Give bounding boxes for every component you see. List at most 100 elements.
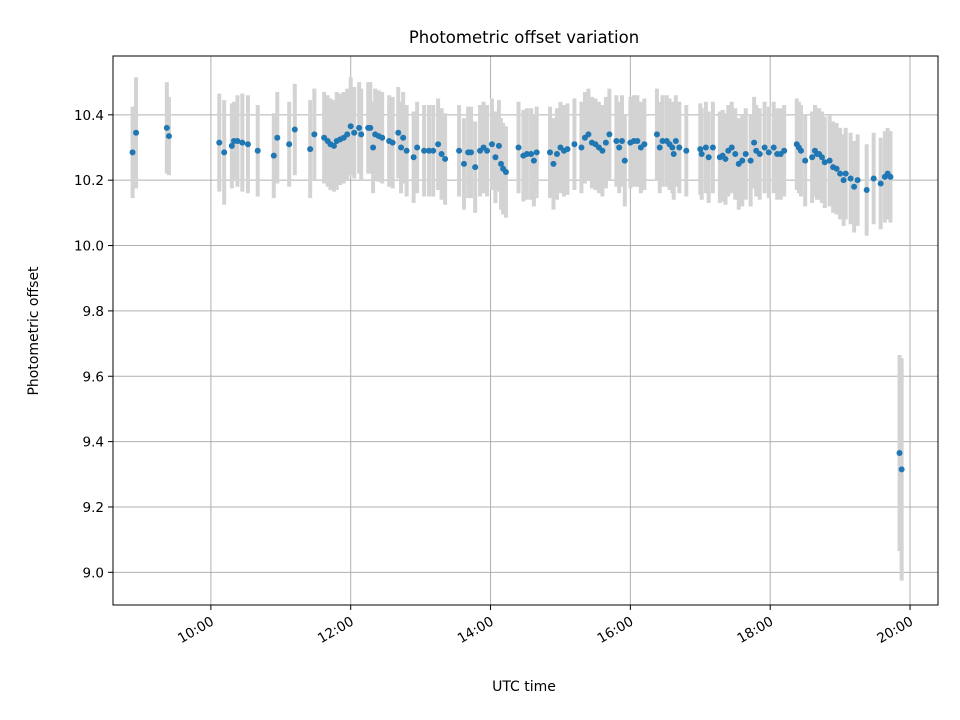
data-point xyxy=(270,152,277,159)
data-point xyxy=(747,157,754,164)
data-point xyxy=(854,177,861,184)
data-point xyxy=(239,139,246,146)
data-point xyxy=(826,157,833,164)
y-tick-label: 10.0 xyxy=(74,239,104,255)
data-point xyxy=(797,147,804,154)
data-point xyxy=(244,141,251,148)
data-point xyxy=(659,137,666,144)
data-point xyxy=(877,180,884,187)
data-point xyxy=(578,144,585,151)
data-point xyxy=(709,144,716,151)
data-point xyxy=(770,144,777,151)
data-point xyxy=(442,155,449,162)
data-point xyxy=(488,141,495,148)
data-point xyxy=(502,169,509,176)
data-point xyxy=(495,142,502,149)
data-point xyxy=(722,155,729,162)
data-point xyxy=(165,133,172,140)
y-axis-label: Photometric offset xyxy=(26,266,42,396)
point-layer xyxy=(129,123,905,473)
chart-title: Photometric offset variation xyxy=(409,28,639,47)
data-point xyxy=(254,147,261,154)
data-point xyxy=(546,149,553,156)
data-point xyxy=(356,124,363,131)
data-point xyxy=(898,466,905,473)
data-point xyxy=(467,149,474,156)
data-point xyxy=(751,139,758,146)
data-point xyxy=(616,144,623,151)
data-point xyxy=(398,144,405,151)
data-point xyxy=(410,154,417,161)
data-point xyxy=(602,139,609,146)
y-tick-label: 9.6 xyxy=(83,369,104,385)
data-point xyxy=(291,126,298,133)
data-point xyxy=(739,157,746,164)
data-point xyxy=(133,129,140,136)
data-point xyxy=(460,160,467,167)
data-point xyxy=(742,151,749,158)
x-tick-label: 16:00 xyxy=(595,614,637,647)
data-point xyxy=(414,144,421,151)
data-point xyxy=(492,154,499,161)
data-point xyxy=(228,142,235,149)
data-point xyxy=(523,151,530,158)
data-point xyxy=(863,186,870,193)
data-point xyxy=(702,144,709,151)
x-tick-label: 12:00 xyxy=(315,614,357,647)
data-point xyxy=(802,157,809,164)
data-point xyxy=(887,173,894,180)
x-tick-label: 18:00 xyxy=(735,614,777,647)
data-point xyxy=(847,175,854,182)
data-point xyxy=(809,154,816,161)
data-point xyxy=(528,151,535,158)
data-point xyxy=(351,129,358,136)
data-point xyxy=(311,131,318,138)
data-point xyxy=(367,124,374,131)
data-point xyxy=(683,147,690,154)
data-point xyxy=(438,151,445,158)
data-point xyxy=(698,151,705,158)
data-point xyxy=(641,141,648,148)
data-point xyxy=(670,151,677,158)
data-point xyxy=(851,183,858,190)
data-point xyxy=(400,134,407,141)
data-point xyxy=(163,124,170,131)
data-point xyxy=(515,144,522,151)
data-point xyxy=(129,149,136,156)
data-point xyxy=(606,131,613,138)
x-tick-label: 14:00 xyxy=(455,614,497,647)
data-point xyxy=(634,137,641,144)
x-tick-label: 10:00 xyxy=(175,614,217,647)
y-tick-label: 9.8 xyxy=(83,304,104,320)
plot-frame xyxy=(112,55,939,606)
data-point xyxy=(286,141,293,148)
y-tick-label: 9.2 xyxy=(83,500,104,516)
data-point xyxy=(656,144,663,151)
data-point xyxy=(484,147,491,154)
data-point xyxy=(765,149,772,156)
data-point xyxy=(553,151,560,158)
data-point xyxy=(330,142,337,149)
data-point xyxy=(564,146,571,153)
x-axis-label: UTC time xyxy=(492,679,556,695)
data-point xyxy=(697,146,704,153)
data-point xyxy=(274,134,281,141)
data-point xyxy=(669,144,676,151)
data-point xyxy=(821,159,828,166)
data-point xyxy=(403,147,410,154)
data-point xyxy=(621,157,628,164)
data-point xyxy=(761,144,768,151)
data-point xyxy=(585,131,592,138)
data-point xyxy=(550,160,557,167)
y-tick-label: 10.4 xyxy=(74,108,104,124)
data-point xyxy=(344,131,351,138)
data-point xyxy=(818,154,825,161)
y-tick-label: 10.2 xyxy=(74,173,104,189)
data-point xyxy=(426,147,433,154)
data-point xyxy=(870,175,877,182)
data-point xyxy=(896,450,903,457)
data-point xyxy=(833,165,840,172)
data-point xyxy=(842,170,849,177)
data-point xyxy=(728,144,735,151)
